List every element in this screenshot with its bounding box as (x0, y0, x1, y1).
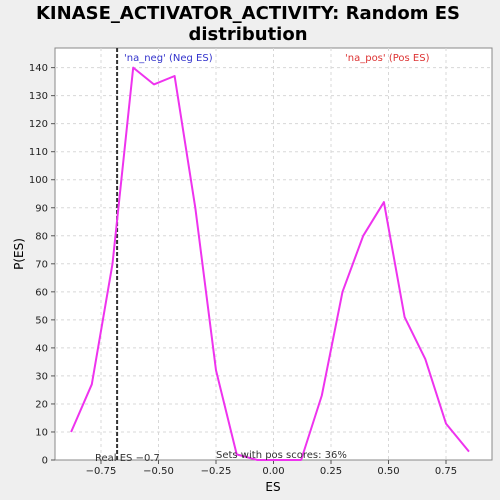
annotation-pos-es: 'na_pos' (Pos ES) (345, 53, 430, 64)
x-axis-label: ES (265, 480, 280, 494)
x-tick-label: 0.75 (435, 466, 457, 477)
real-es-label: Real ES −0.7 (95, 453, 160, 464)
y-tick-label: 90 (35, 203, 48, 214)
y-tick-label: 10 (35, 427, 48, 438)
x-tick-label: 0.25 (320, 466, 342, 477)
x-tick-label: 0.50 (377, 466, 399, 477)
y-tick-label: 20 (35, 399, 48, 410)
y-tick-label: 120 (29, 119, 48, 130)
y-axis-ticks: 0 10 20 30 40 50 60 70 80 90 100 110 120 130 140 (29, 63, 55, 467)
chart-title-line2: distribution (188, 24, 307, 45)
x-tick-label: −0.25 (201, 466, 232, 477)
annotation-neg-es: 'na_neg' (Neg ES) (124, 53, 213, 64)
annotation-pos-scores: Sets with pos scores: 36% (216, 450, 347, 461)
y-tick-label: 40 (35, 343, 48, 354)
y-tick-label: 140 (29, 63, 48, 74)
chart-title-line1: KINASE_ACTIVATOR_ACTIVITY: Random ES (36, 3, 460, 24)
y-tick-label: 50 (35, 315, 48, 326)
y-tick-label: 30 (35, 371, 48, 382)
grid-lines (55, 48, 492, 460)
y-tick-label: 80 (35, 231, 48, 242)
y-tick-label: 0 (42, 456, 48, 467)
y-tick-label: 60 (35, 287, 48, 298)
x-axis-ticks: −0.75 −0.50 −0.25 0.00 0.25 0.50 0.75 (86, 460, 457, 477)
x-tick-label: −0.50 (143, 466, 174, 477)
y-tick-label: 70 (35, 259, 48, 270)
y-tick-label: 130 (29, 91, 48, 102)
x-tick-label: −0.75 (86, 466, 117, 477)
y-axis-label: P(ES) (12, 238, 26, 270)
x-tick-label: 0.00 (262, 466, 284, 477)
y-tick-label: 100 (29, 175, 48, 186)
series-line (70, 66, 470, 461)
y-tick-label: 110 (29, 147, 48, 158)
